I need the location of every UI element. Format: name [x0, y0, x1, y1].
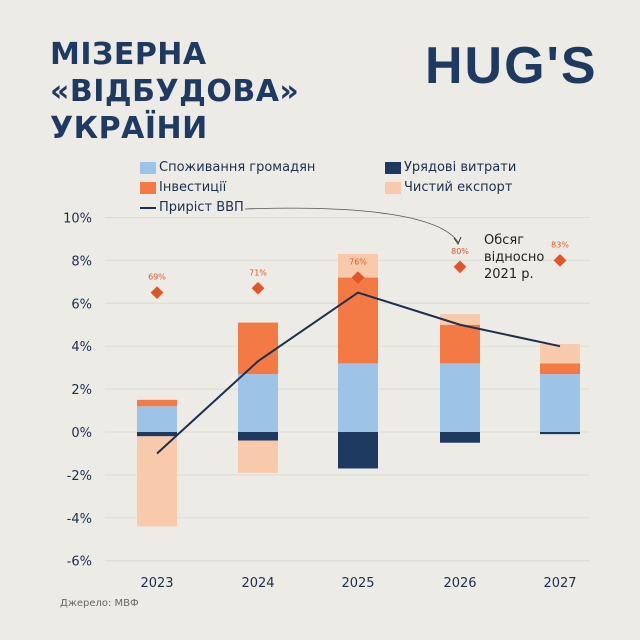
page-title: МІЗЕРНА «ВІДБУДОВА» УКРАЇНИ: [50, 36, 299, 147]
bar-net_export: [137, 436, 177, 527]
title-line: «ВІДБУДОВА»: [50, 74, 300, 109]
annotation: Обсяг відносно 2021 р.: [484, 232, 544, 283]
bar-investment: [338, 277, 378, 364]
bar-investment: [440, 324, 480, 364]
legend-swatch: [140, 181, 156, 194]
x-tick-label: 2024: [241, 576, 274, 591]
marker-diamond: [351, 271, 365, 284]
y-tick-label: -6%: [67, 555, 92, 570]
bar-government: [440, 432, 480, 443]
marker-diamond: [150, 286, 164, 299]
bar-investment: [238, 322, 278, 375]
legend-swatch: [140, 161, 156, 174]
y-tick-label: -4%: [67, 512, 92, 527]
logo: HUG'S: [425, 37, 598, 95]
annotation-line: відносно: [484, 250, 545, 265]
bar-investment: [137, 399, 177, 407]
bar-government: [540, 432, 580, 435]
bar-net_export: [338, 253, 378, 278]
legend-gdp: Приріст ВВП: [140, 200, 244, 215]
bar-consumption: [440, 363, 480, 432]
annotation-arrow: [244, 207, 459, 243]
legend-label: Урядові витрати: [404, 160, 517, 175]
marker-label: 80%: [451, 247, 469, 256]
title-line: УКРАЇНИ: [50, 111, 208, 146]
y-tick-label: 4%: [71, 340, 92, 355]
y-tick-label: 10%: [63, 212, 92, 227]
marker-diamond: [453, 260, 467, 274]
y-tick-label: 2%: [71, 383, 92, 398]
bar-consumption: [338, 363, 378, 432]
marker-label: 83%: [551, 240, 569, 249]
legend-investment: Інвестиції: [140, 180, 226, 195]
bar-investment: [540, 363, 580, 375]
marker-label: 71%: [249, 268, 267, 277]
bar-government: [338, 432, 378, 469]
x-tick-label: 2025: [341, 576, 374, 591]
y-tick-label: 8%: [71, 254, 92, 269]
bar-consumption: [540, 374, 580, 432]
marker-label: 76%: [349, 258, 367, 267]
title-line: МІЗЕРНА: [50, 37, 207, 72]
source: Джерело: МВФ: [60, 598, 139, 609]
gdp-line: [156, 291, 561, 455]
marker-diamond: [251, 281, 265, 295]
y-tick-label: 6%: [71, 297, 92, 312]
y-tick-label: 0%: [71, 426, 92, 441]
legend-swatch: [385, 181, 401, 194]
legend-label: Чистий експорт: [404, 180, 513, 195]
x-tick-label: 2026: [443, 576, 476, 591]
x-tick-label: 2027: [543, 576, 576, 591]
bar-net_export: [540, 344, 580, 364]
annotation-line: 2021 р.: [484, 267, 534, 282]
legend-label: Інвестиції: [159, 180, 227, 195]
y-tick-label: -2%: [67, 469, 92, 484]
legend-swatch: [385, 161, 401, 174]
bar-net_export: [238, 440, 278, 473]
bar-government: [238, 432, 278, 441]
legend-label: Приріст ВВП: [159, 200, 244, 215]
legend-government: Урядові витрати: [385, 160, 516, 175]
bar-government: [137, 432, 177, 437]
arrow-head-icon: [453, 236, 462, 246]
legend-label: Споживання громадян: [159, 160, 316, 175]
marker-diamond: [553, 254, 567, 267]
annotation-line: Обсяг: [484, 233, 525, 248]
x-tick-label: 2023: [140, 576, 173, 591]
bar-consumption: [238, 374, 278, 432]
marker-label: 69%: [148, 273, 166, 282]
legend-consumption: Споживання громадян: [140, 160, 315, 175]
bar-net_export: [440, 314, 480, 325]
legend-net-export: Чистий експорт: [385, 180, 512, 195]
legend-line: [140, 206, 156, 209]
bar-consumption: [137, 406, 177, 432]
